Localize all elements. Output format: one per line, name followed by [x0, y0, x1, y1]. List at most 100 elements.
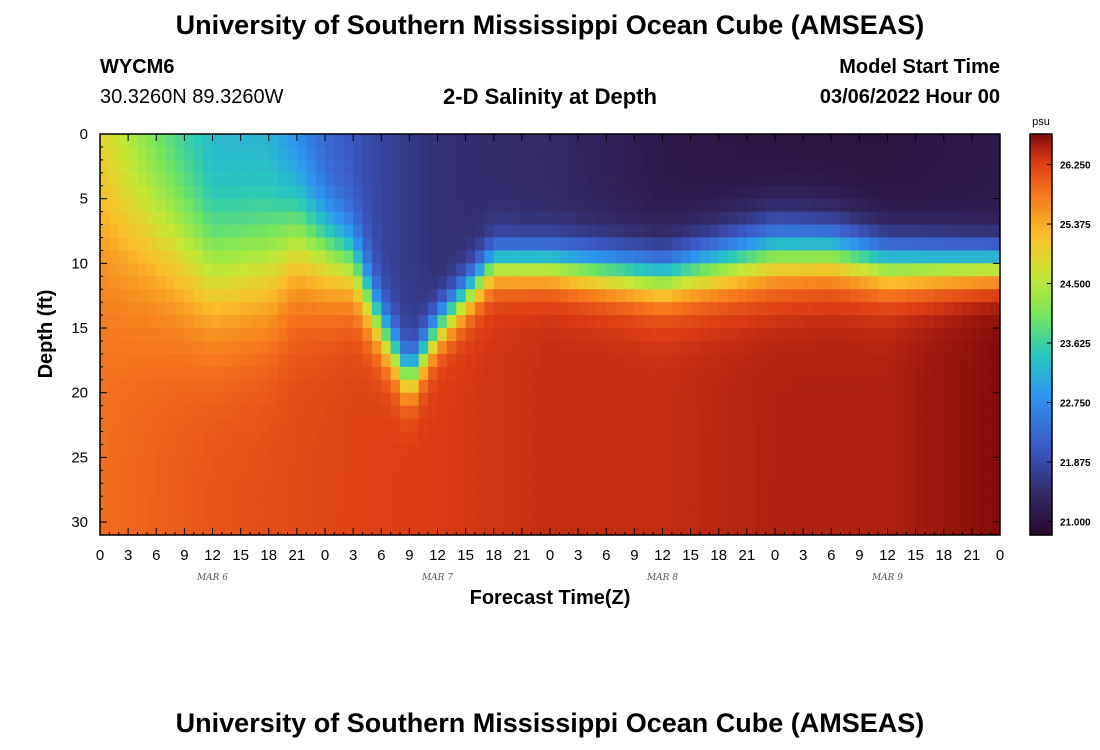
heatmap-cell: [634, 146, 645, 161]
heatmap-cell: [793, 457, 804, 471]
heatmap-cell: [990, 483, 1000, 497]
heatmap-cell: [221, 483, 232, 497]
heatmap-cell: [512, 302, 523, 316]
heatmap-cell: [475, 159, 485, 174]
heatmap-cell: [371, 496, 382, 510]
heatmap-cell: [775, 250, 785, 264]
heatmap-cell: [268, 470, 279, 484]
heatmap-cell: [887, 237, 898, 252]
heatmap-cell: [700, 457, 710, 471]
heatmap-cell: [643, 328, 654, 342]
heatmap-cell: [840, 522, 851, 535]
heatmap-cell: [878, 431, 889, 446]
heatmap-cell: [250, 483, 260, 497]
heatmap-cell: [756, 315, 767, 329]
heatmap-cell: [587, 509, 598, 523]
heatmap-cell: [334, 198, 345, 213]
heatmap-cell: [128, 159, 139, 174]
heatmap-cell: [662, 496, 673, 510]
heatmap-cell: [915, 224, 926, 239]
heatmap-cell: [840, 237, 851, 252]
heatmap-cell: [700, 276, 710, 290]
heatmap-cell: [859, 134, 870, 148]
heatmap-cell: [615, 185, 626, 200]
heatmap-cell: [146, 509, 157, 523]
heatmap-cell: [765, 211, 776, 226]
heatmap-cell: [915, 509, 926, 523]
heatmap-cell: [709, 134, 720, 148]
heatmap-cell: [971, 224, 982, 239]
heatmap-cell: [878, 237, 889, 252]
heatmap-cell: [137, 470, 148, 484]
heatmap-cell: [203, 289, 214, 303]
heatmap-cell: [109, 211, 120, 226]
heatmap-cell: [934, 185, 945, 200]
heatmap-cell: [221, 405, 232, 420]
heatmap-cell: [475, 250, 485, 264]
heatmap-cell: [353, 302, 364, 316]
heatmap-cell: [465, 211, 476, 226]
heatmap-cell: [287, 392, 298, 407]
colorbar-segment: [1030, 361, 1052, 366]
heatmap-cell: [587, 522, 598, 535]
heatmap-cell: [793, 172, 804, 187]
heatmap-cell: [268, 224, 279, 239]
heatmap-cell: [971, 496, 982, 510]
heatmap-cell: [662, 431, 673, 446]
heatmap-cell: [334, 470, 345, 484]
heatmap-cell: [756, 276, 767, 290]
heatmap-cell: [315, 237, 326, 252]
heatmap-cell: [221, 431, 232, 446]
heatmap-cell: [343, 185, 354, 200]
heatmap-cell: [803, 211, 814, 226]
colorbar-segment: [1030, 428, 1052, 433]
heatmap-cell: [653, 315, 664, 329]
heatmap-cell: [915, 289, 926, 303]
heatmap-cell: [278, 159, 289, 174]
heatmap-cell: [746, 522, 757, 535]
heatmap-cell: [175, 211, 185, 226]
colorbar-segment: [1030, 347, 1052, 352]
heatmap-cell: [803, 250, 814, 264]
heatmap-cell: [381, 302, 392, 316]
heatmap-cell: [259, 431, 270, 446]
heatmap-cell: [409, 289, 420, 303]
heatmap-cell: [868, 250, 879, 264]
heatmap-cell: [250, 392, 260, 407]
heatmap-cell: [728, 496, 739, 510]
heatmap-cell: [643, 353, 654, 368]
heatmap-cell: [803, 483, 814, 497]
heatmap-cell: [193, 405, 204, 420]
heatmap-cell: [671, 159, 682, 174]
colorbar-segment: [1030, 484, 1052, 489]
heatmap-cell: [803, 522, 814, 535]
heatmap-cell: [784, 431, 795, 446]
heatmap-cell: [578, 483, 589, 497]
heatmap-cell: [615, 392, 626, 407]
heatmap-cell: [568, 250, 579, 264]
heatmap-cell: [184, 431, 195, 446]
heatmap-cell: [850, 250, 860, 264]
heatmap-cell: [765, 483, 776, 497]
heatmap-cell: [165, 366, 176, 381]
heatmap-cell: [831, 159, 842, 174]
heatmap-cell: [100, 185, 110, 200]
heatmap-cell: [193, 198, 204, 213]
heatmap-cell: [109, 340, 120, 355]
heatmap-cell: [981, 276, 992, 290]
heatmap-cell: [568, 470, 579, 484]
heatmap-cell: [756, 392, 767, 407]
heatmap-cell: [559, 250, 570, 264]
heatmap-cell: [896, 418, 907, 433]
heatmap-cell: [709, 250, 720, 264]
heatmap-cell: [287, 379, 298, 394]
heatmap-cell: [381, 340, 392, 355]
heatmap-cell: [559, 198, 570, 213]
heatmap-cell: [128, 263, 139, 277]
heatmap-cell: [878, 340, 889, 355]
heatmap-cell: [971, 302, 982, 316]
heatmap-cell: [934, 237, 945, 252]
heatmap-cell: [381, 496, 392, 510]
heatmap-cell: [287, 198, 298, 213]
heatmap-cell: [671, 185, 682, 200]
